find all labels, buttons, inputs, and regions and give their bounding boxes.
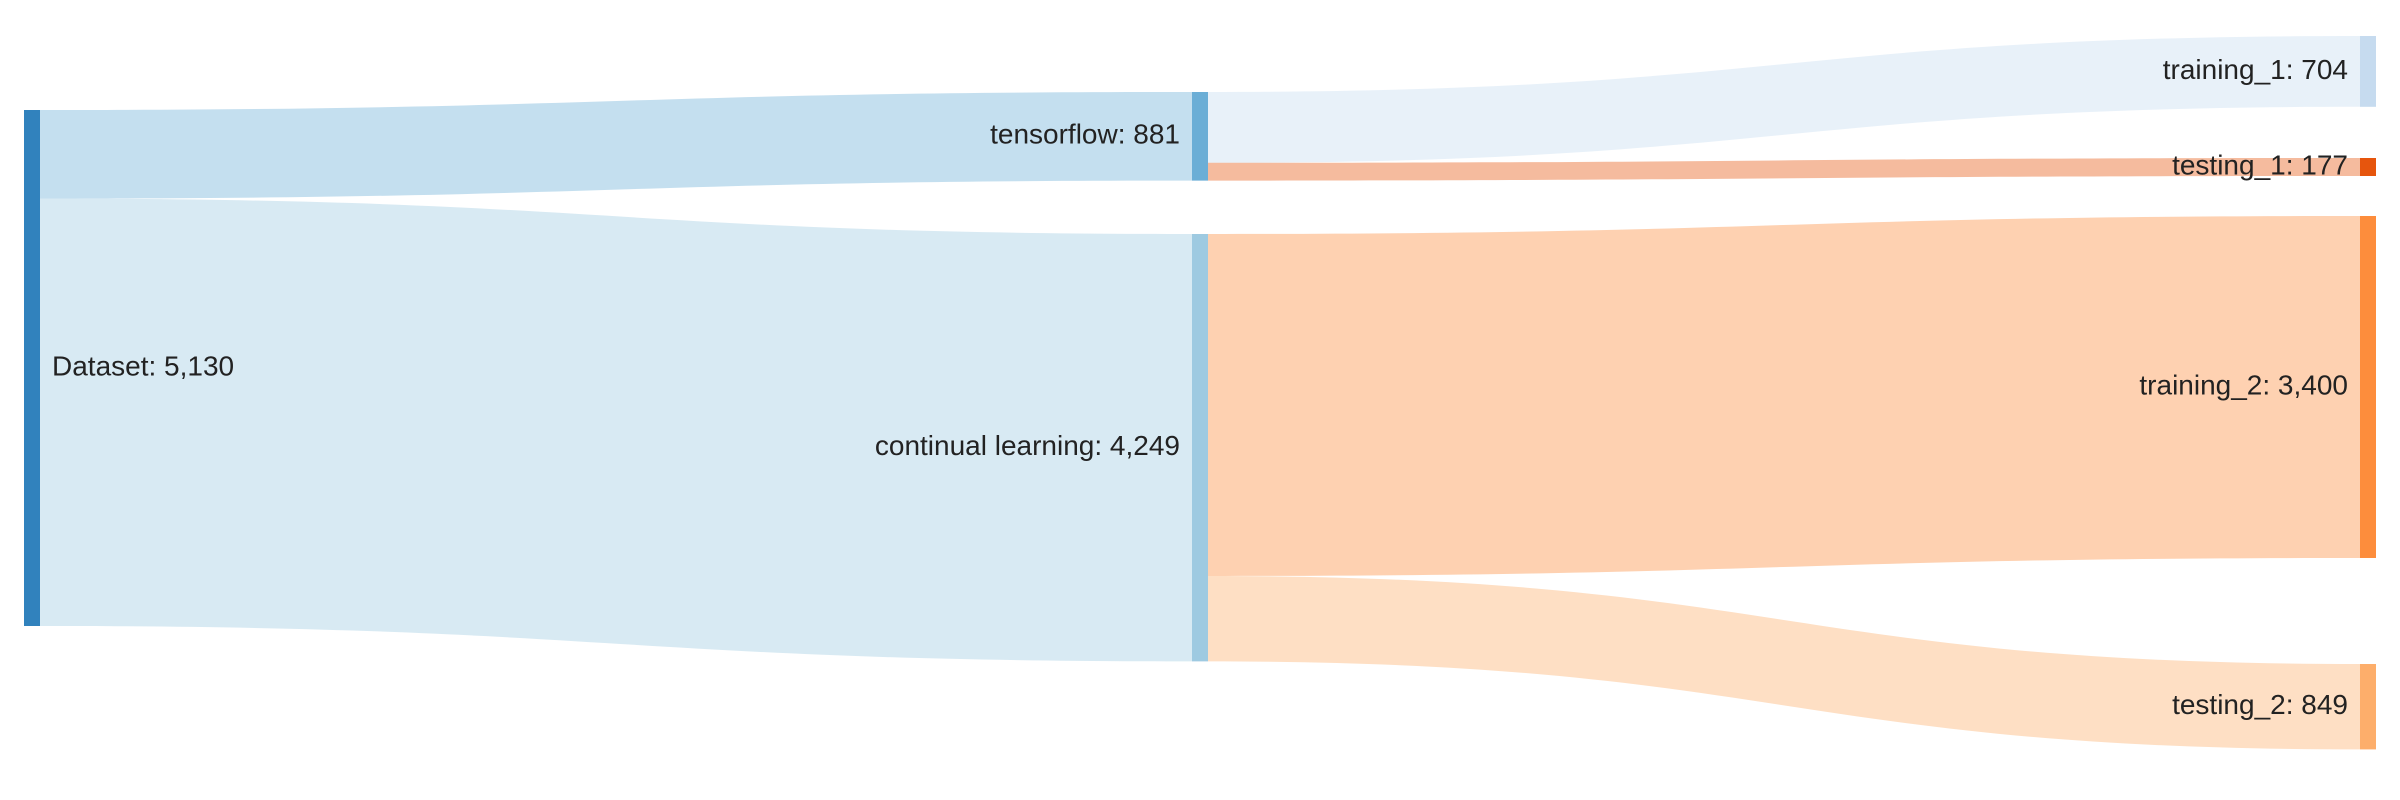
link-dataset-to-tensorflow (40, 92, 1192, 199)
link-tensorflow-to-training_1 (1208, 36, 2360, 163)
node-training_1 (2360, 36, 2376, 107)
sankey-nodes (24, 36, 2376, 750)
link-continual-to-testing_2 (1208, 575, 2360, 750)
link-tensorflow-to-testing_1 (1208, 158, 2360, 181)
sankey-labels: Dataset: 5,130 tensorflow: 881 continual l… (52, 54, 2348, 720)
node-training_2 (2360, 216, 2376, 558)
node-continual (1192, 234, 1208, 662)
label-training_2: training_2: 3,400 (2139, 369, 2348, 400)
link-continual-to-training_2 (1208, 216, 2360, 576)
label-testing_2: testing_2: 849 (2172, 689, 2348, 720)
label-dataset: Dataset: 5,130 (52, 350, 234, 381)
label-training_1: training_1: 704 (2163, 54, 2348, 85)
label-testing_1: testing_1: 177 (2172, 149, 2348, 180)
label-continual: continual learning: 4,249 (875, 430, 1180, 461)
node-tensorflow (1192, 92, 1208, 181)
node-testing_1 (2360, 158, 2376, 176)
node-testing_2 (2360, 664, 2376, 750)
sankey-links (40, 36, 2360, 750)
node-dataset (24, 110, 40, 626)
link-dataset-to-continual (40, 198, 1192, 662)
label-tensorflow: tensorflow: 881 (990, 119, 1180, 150)
